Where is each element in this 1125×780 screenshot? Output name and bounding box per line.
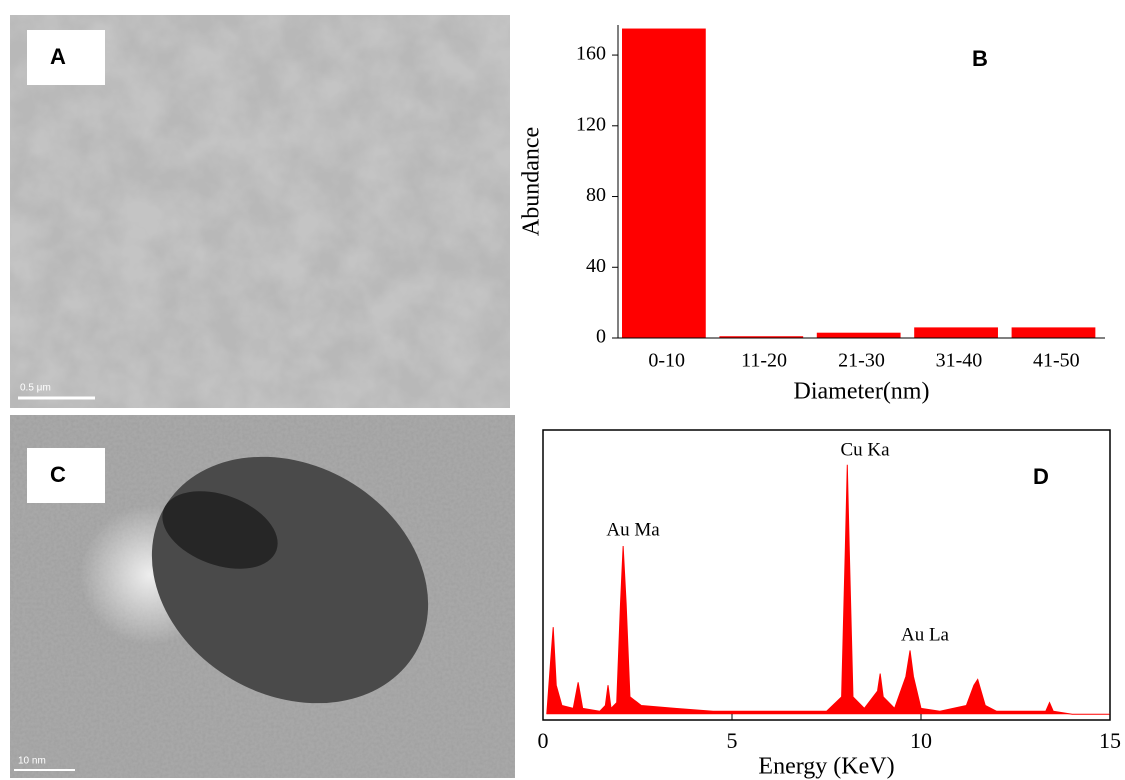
y-tick-label: 40 bbox=[586, 255, 606, 277]
panel-label: D bbox=[1033, 464, 1049, 489]
x-tick-label: 5 bbox=[727, 728, 738, 753]
bar bbox=[622, 29, 706, 338]
x-tick-label: 31-40 bbox=[936, 350, 983, 372]
bar bbox=[1012, 327, 1096, 338]
x-tick-label: 21-30 bbox=[838, 350, 885, 372]
x-axis-label: Energy (KeV) bbox=[758, 754, 894, 780]
x-tick-label: 11-20 bbox=[741, 350, 787, 372]
x-axis-label: Diameter(nm) bbox=[794, 379, 930, 405]
x-tick-label: 0-10 bbox=[648, 350, 685, 372]
scale-text: 10 nm bbox=[18, 756, 46, 767]
bar bbox=[817, 333, 901, 338]
panel-label: C bbox=[50, 462, 66, 487]
annotation: Au La bbox=[901, 624, 950, 645]
bar bbox=[914, 327, 998, 338]
panel-a: A 0.5 μm bbox=[10, 15, 510, 408]
scale-text: 0.5 μm bbox=[20, 383, 51, 394]
y-tick-label: 120 bbox=[576, 113, 606, 135]
y-tick-label: 0 bbox=[596, 326, 606, 348]
x-tick-label: 10 bbox=[910, 728, 932, 753]
label-box bbox=[27, 30, 105, 85]
label-box bbox=[27, 448, 105, 503]
figure: A 0.5 μm C 10 nm B 0 40 80 120 160 0-10 11-20 21… bbox=[0, 0, 1125, 780]
y-tick-label: 80 bbox=[586, 184, 606, 206]
annotation: Au Ma bbox=[606, 519, 660, 540]
panel-label: B bbox=[972, 46, 988, 71]
x-tick-label: 15 bbox=[1099, 728, 1121, 753]
y-tick-label: 160 bbox=[576, 43, 606, 65]
panel-c: C 10 nm bbox=[10, 408, 515, 778]
annotation: Cu Ka bbox=[840, 439, 890, 460]
x-tick-label: 0 bbox=[538, 728, 549, 753]
y-axis-label: Abundance bbox=[519, 127, 545, 236]
panel-label: A bbox=[50, 44, 66, 69]
x-tick-label: 41-50 bbox=[1033, 350, 1080, 372]
